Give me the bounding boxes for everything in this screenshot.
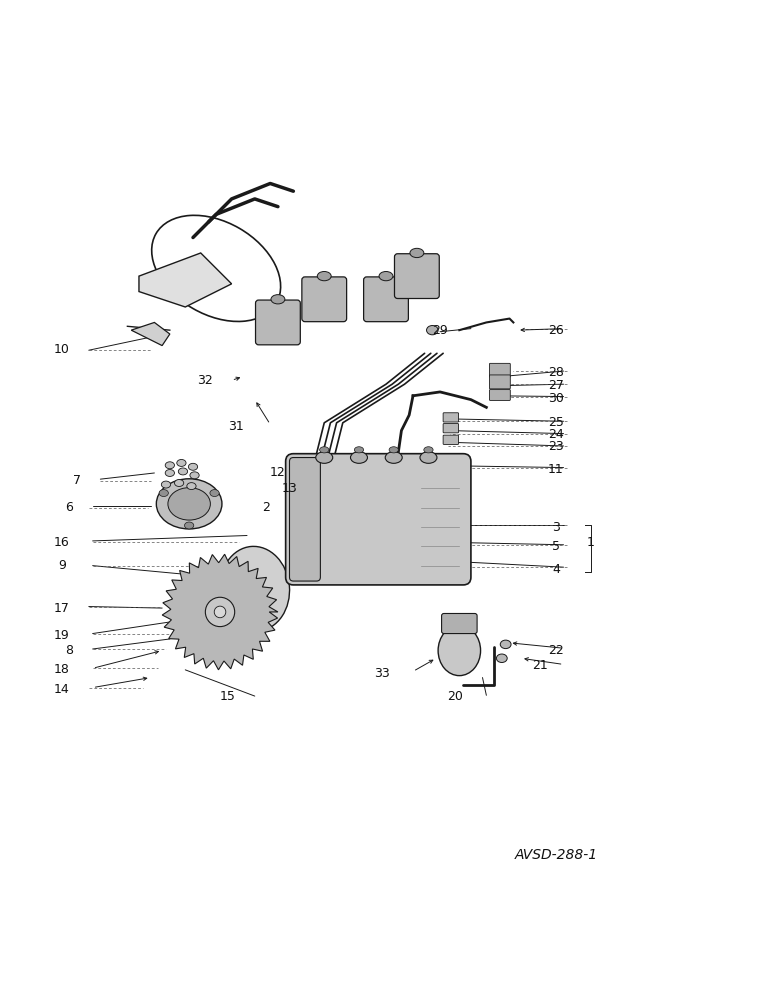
FancyBboxPatch shape bbox=[443, 435, 459, 444]
Ellipse shape bbox=[316, 452, 333, 463]
FancyBboxPatch shape bbox=[489, 390, 510, 400]
Ellipse shape bbox=[205, 597, 235, 627]
Text: 12: 12 bbox=[270, 466, 286, 479]
FancyBboxPatch shape bbox=[256, 300, 300, 345]
Text: 31: 31 bbox=[228, 420, 243, 433]
Text: 33: 33 bbox=[374, 667, 390, 680]
FancyBboxPatch shape bbox=[394, 254, 439, 299]
FancyBboxPatch shape bbox=[443, 413, 459, 422]
Text: 22: 22 bbox=[548, 644, 564, 657]
Text: 18: 18 bbox=[54, 663, 69, 676]
Ellipse shape bbox=[188, 463, 198, 470]
Text: 23: 23 bbox=[548, 440, 564, 453]
FancyBboxPatch shape bbox=[489, 375, 510, 389]
Text: 27: 27 bbox=[548, 379, 564, 392]
FancyBboxPatch shape bbox=[302, 277, 347, 322]
Text: 16: 16 bbox=[54, 536, 69, 549]
Text: 13: 13 bbox=[282, 482, 297, 495]
Ellipse shape bbox=[410, 248, 424, 258]
Ellipse shape bbox=[210, 490, 219, 497]
Ellipse shape bbox=[165, 462, 174, 469]
Ellipse shape bbox=[350, 452, 367, 463]
Ellipse shape bbox=[354, 447, 364, 453]
Text: 5: 5 bbox=[552, 540, 560, 553]
Ellipse shape bbox=[165, 470, 174, 476]
Ellipse shape bbox=[438, 625, 480, 676]
Text: 1: 1 bbox=[587, 536, 594, 549]
Text: 32: 32 bbox=[197, 374, 212, 387]
Ellipse shape bbox=[168, 488, 210, 520]
Ellipse shape bbox=[174, 480, 184, 486]
Ellipse shape bbox=[177, 459, 186, 466]
Ellipse shape bbox=[420, 452, 437, 463]
Text: 25: 25 bbox=[548, 416, 564, 429]
Ellipse shape bbox=[156, 479, 222, 529]
Ellipse shape bbox=[385, 452, 402, 463]
Ellipse shape bbox=[159, 490, 168, 497]
Text: 7: 7 bbox=[73, 474, 81, 487]
Ellipse shape bbox=[317, 271, 331, 281]
Text: 9: 9 bbox=[58, 559, 66, 572]
Text: 29: 29 bbox=[432, 324, 448, 337]
Text: 17: 17 bbox=[54, 602, 69, 615]
Text: 8: 8 bbox=[66, 644, 73, 657]
Text: AVSD-288-1: AVSD-288-1 bbox=[514, 848, 598, 862]
Text: 20: 20 bbox=[448, 690, 463, 703]
FancyBboxPatch shape bbox=[290, 458, 320, 581]
Ellipse shape bbox=[214, 606, 225, 618]
Ellipse shape bbox=[220, 546, 290, 631]
Ellipse shape bbox=[424, 447, 433, 453]
FancyBboxPatch shape bbox=[364, 277, 408, 322]
Ellipse shape bbox=[500, 640, 511, 649]
Text: 26: 26 bbox=[548, 324, 564, 337]
Ellipse shape bbox=[379, 271, 393, 281]
Ellipse shape bbox=[496, 654, 507, 663]
Text: 4: 4 bbox=[552, 563, 560, 576]
Ellipse shape bbox=[271, 295, 285, 304]
Text: 3: 3 bbox=[552, 521, 560, 534]
Text: 28: 28 bbox=[548, 366, 564, 379]
Polygon shape bbox=[139, 253, 232, 307]
Ellipse shape bbox=[389, 447, 398, 453]
Ellipse shape bbox=[187, 483, 196, 490]
Ellipse shape bbox=[185, 522, 194, 529]
FancyBboxPatch shape bbox=[286, 454, 471, 585]
FancyBboxPatch shape bbox=[442, 613, 477, 634]
Text: 19: 19 bbox=[54, 629, 69, 642]
Text: 30: 30 bbox=[548, 392, 564, 405]
Ellipse shape bbox=[426, 326, 438, 335]
FancyBboxPatch shape bbox=[443, 424, 459, 433]
Polygon shape bbox=[131, 322, 170, 346]
Ellipse shape bbox=[190, 472, 199, 479]
Text: 24: 24 bbox=[548, 428, 564, 441]
Text: 10: 10 bbox=[54, 343, 69, 356]
Text: 2: 2 bbox=[262, 501, 270, 514]
Ellipse shape bbox=[161, 481, 171, 488]
Ellipse shape bbox=[320, 447, 329, 453]
Text: 15: 15 bbox=[220, 690, 235, 703]
Text: 21: 21 bbox=[533, 659, 548, 672]
Polygon shape bbox=[162, 554, 278, 670]
Ellipse shape bbox=[178, 468, 188, 475]
FancyBboxPatch shape bbox=[489, 363, 510, 377]
Text: 11: 11 bbox=[548, 463, 564, 476]
Text: 14: 14 bbox=[54, 683, 69, 696]
Text: 6: 6 bbox=[66, 501, 73, 514]
